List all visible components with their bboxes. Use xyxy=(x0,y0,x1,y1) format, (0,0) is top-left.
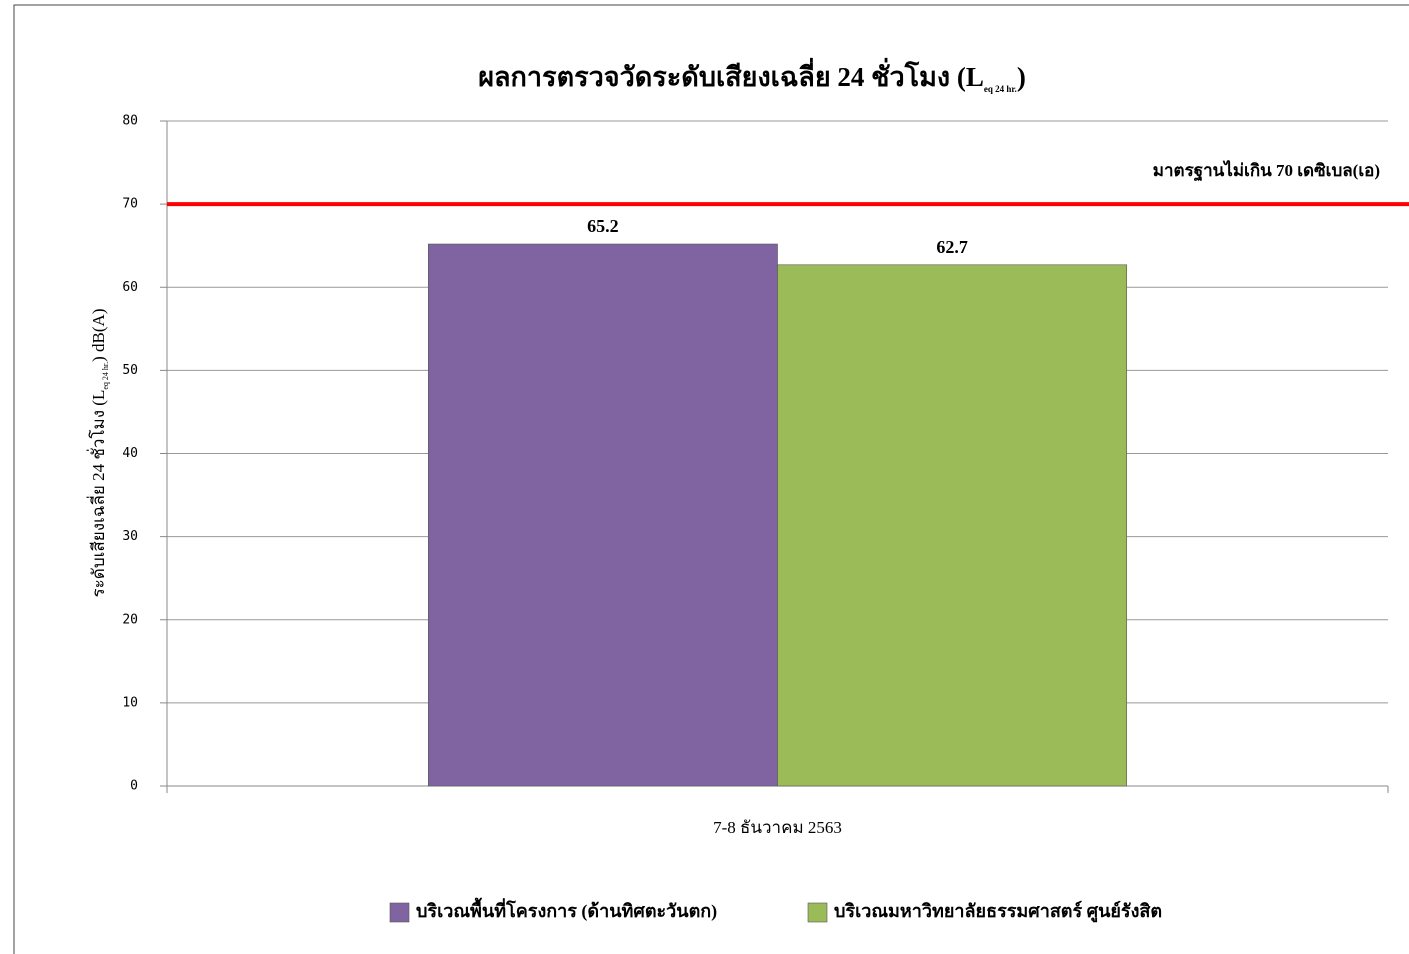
y-tick-label: 60 xyxy=(122,280,138,295)
x-tick-label: 7-8 ธันวาคม 2563 xyxy=(713,818,842,837)
chart-border xyxy=(13,4,1409,954)
title-subscript: eq 24 hr. xyxy=(984,84,1017,94)
data-label: 65.2 xyxy=(587,216,619,236)
y-tick-label: 30 xyxy=(122,529,138,544)
y-tick-label: 20 xyxy=(122,612,138,627)
y-tick-label: 10 xyxy=(122,695,138,710)
legend-swatch xyxy=(389,902,410,923)
reference-label: มาตรฐานไม่เกิน 70 เดซิเบล(เอ) xyxy=(1153,160,1380,182)
bar xyxy=(427,243,778,787)
ylabel-end: ) dB(A) xyxy=(89,309,108,362)
y-tick-label: 0 xyxy=(130,779,138,794)
ylabel-text: ระดับเสียงเฉลี่ย 24 ชั่วโมง (L xyxy=(86,390,108,598)
bar xyxy=(777,264,1128,787)
legend-label: บริเวณพื้นที่โครงการ (ด้านทิศตะวันตก) xyxy=(416,897,717,922)
legend-label: บริเวณมหาวิทยาลัยธรรมศาสตร์ ศูนย์รังสิต xyxy=(834,900,1162,923)
chart-title: ผลการตรวจวัดระดับเสียงเฉลี่ย 24 ชั่วโมง … xyxy=(478,57,1026,94)
legend-swatch xyxy=(807,902,828,923)
title-text: ผลการตรวจวัดระดับเสียงเฉลี่ย 24 ชั่วโมง … xyxy=(478,57,984,92)
title-end: ) xyxy=(1017,62,1026,92)
y-axis-label: ระดับเสียงเฉลี่ย 24 ชั่วโมง (Leq 24 hr.)… xyxy=(86,309,110,598)
y-tick-label: 40 xyxy=(122,446,138,461)
y-tick-label: 80 xyxy=(122,114,138,129)
data-label: 62.7 xyxy=(936,237,968,257)
y-tick-label: 50 xyxy=(122,363,138,378)
y-tick-label: 70 xyxy=(122,197,138,212)
ylabel-subscript: eq 24 hr. xyxy=(101,362,110,390)
